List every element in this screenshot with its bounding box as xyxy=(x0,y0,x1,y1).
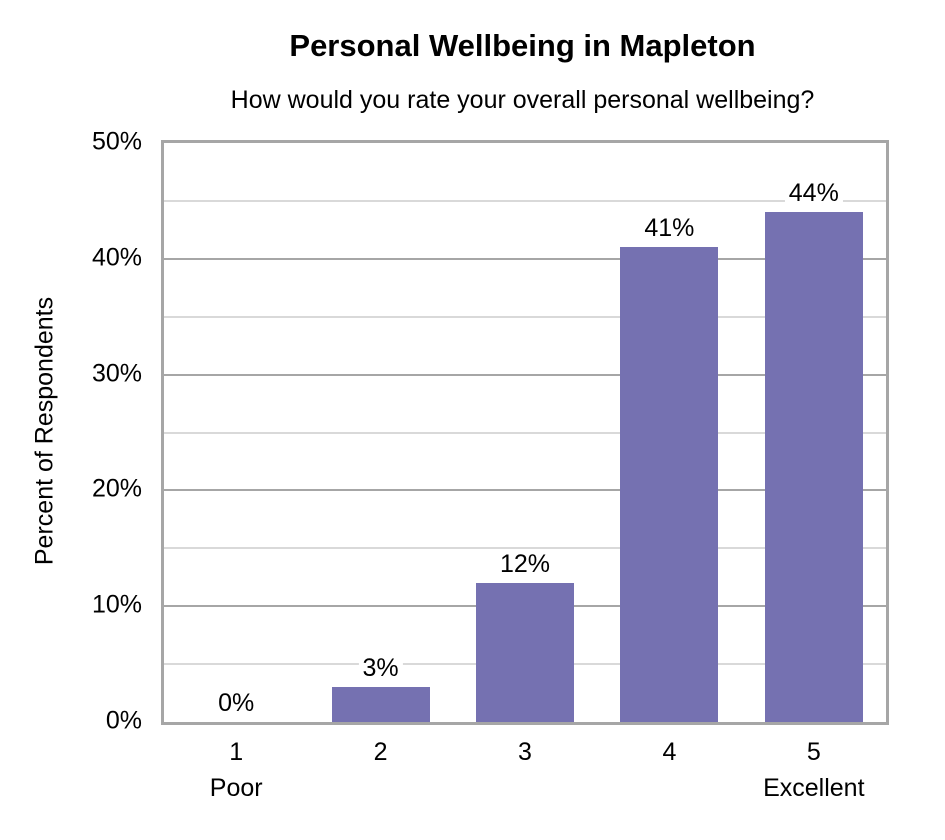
bar xyxy=(620,247,719,722)
bar xyxy=(764,212,863,722)
x-tick-label: 1 Poor xyxy=(209,738,263,802)
plot-area: 0% 3% 12% 41% 44% xyxy=(161,140,889,725)
bar xyxy=(331,687,430,722)
gridline xyxy=(164,257,886,260)
gridline xyxy=(164,373,886,376)
gridline xyxy=(164,315,886,318)
y-tick-label: 20% xyxy=(91,474,142,503)
chart-title: Personal Wellbeing in Mapleton xyxy=(289,28,756,63)
data-label: 0% xyxy=(214,689,259,718)
y-tick-label: 0% xyxy=(105,706,142,735)
y-tick-label: 30% xyxy=(91,359,142,388)
data-label: 12% xyxy=(495,550,555,580)
bar xyxy=(476,583,574,722)
data-label: 41% xyxy=(640,214,699,244)
data-label: 44% xyxy=(784,179,843,209)
chart-subtitle: How would you rate your overall personal… xyxy=(230,86,815,114)
gridline xyxy=(164,489,886,492)
y-tick-label: 40% xyxy=(91,243,142,272)
gridline xyxy=(164,431,886,434)
gridline xyxy=(164,547,886,550)
x-tick-label: 2 xyxy=(373,738,388,766)
x-tick-label: 5 Excellent xyxy=(763,738,865,802)
y-tick-label: 10% xyxy=(91,590,142,619)
y-axis-label: Percent of Respondents xyxy=(30,296,59,566)
y-tick-label: 50% xyxy=(91,127,142,156)
x-tick-label: 3 xyxy=(518,738,532,766)
gridline xyxy=(164,199,886,202)
x-tick-label: 4 xyxy=(662,738,677,766)
data-label: 3% xyxy=(358,654,403,684)
